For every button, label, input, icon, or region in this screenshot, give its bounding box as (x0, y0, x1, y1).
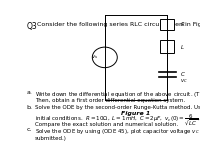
Text: $L$: $L$ (180, 43, 184, 51)
Text: $v_s$: $v_s$ (91, 53, 98, 61)
Text: Then, obtain a first order differential equation system.: Then, obtain a first order differential … (35, 98, 185, 103)
Text: Consider the following series RLC circuit given in Figure 1.: Consider the following series RLC circui… (37, 22, 200, 27)
Text: Q3: Q3 (27, 22, 37, 31)
Text: $v_C$: $v_C$ (180, 77, 187, 85)
Text: $C$: $C$ (180, 71, 186, 79)
Text: Write down the differential equation of the above circuit. (The capacitor voltag: Write down the differential equation of … (35, 90, 200, 99)
Text: c.: c. (27, 127, 32, 132)
Text: initial conditions.  $R=10\Omega,\ L=1mH,\ C=2\mu F,\ v_c(0)=\dfrac{6}{\sqrt{LC}: initial conditions. $R=10\Omega,\ L=1mH,… (35, 113, 200, 127)
Text: Solve the ODE by the second-order Runge-Kutta method. Use the following componen: Solve the ODE by the second-order Runge-… (35, 105, 200, 110)
Bar (160, 19, 174, 30)
Text: Solve the ODE by using (ODE 45), plot capacitor voltage $v_C$  in MATLAB. (Matla: Solve the ODE by using (ODE 45), plot ca… (35, 127, 200, 136)
Text: submitted.): submitted.) (35, 136, 67, 141)
Text: Figure 1: Figure 1 (121, 111, 151, 116)
Text: b.: b. (27, 105, 33, 110)
Text: Compare the exact solution and numerical solution.: Compare the exact solution and numerical… (35, 122, 178, 127)
Bar (160, 40, 174, 53)
Text: a.: a. (27, 90, 32, 95)
Text: $R$: $R$ (180, 20, 185, 28)
